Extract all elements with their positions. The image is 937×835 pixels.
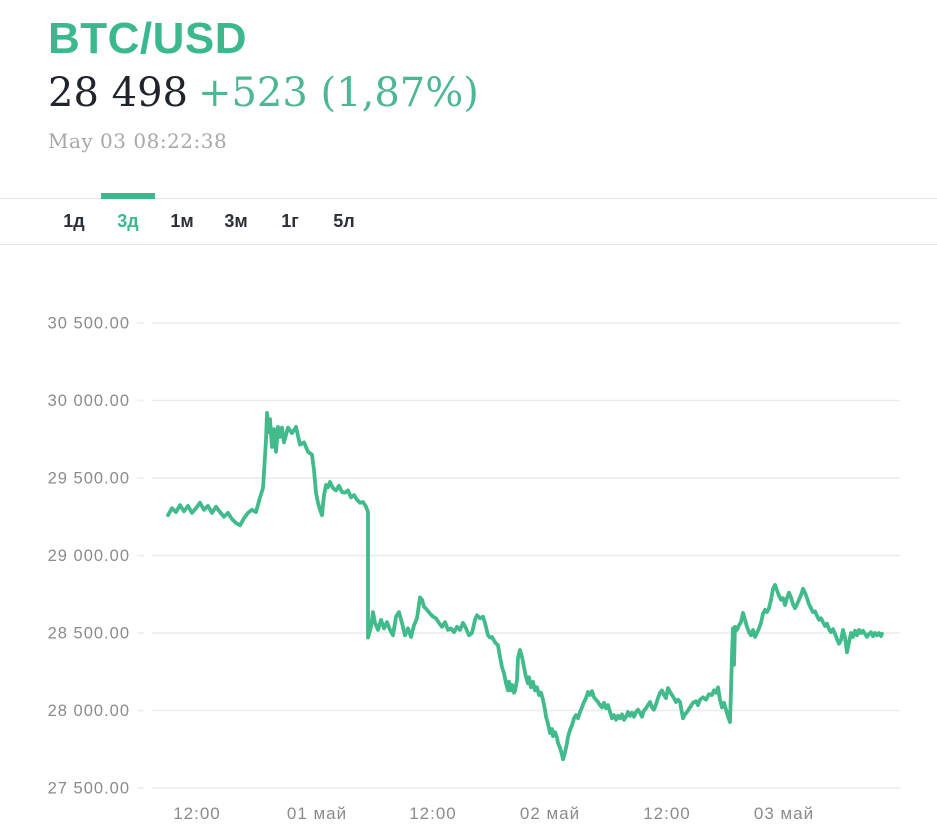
- x-axis-label: 02 май: [520, 804, 580, 823]
- y-axis-label: 28 500.00: [48, 625, 130, 643]
- price-chart[interactable]: 30 500.00 30 000.00 29 500.00 29 000.00 28 5…: [0, 290, 937, 835]
- period-tabs: 1д 3д 1м 3м 1г 5л: [0, 193, 937, 245]
- tab-3m[interactable]: 3м: [209, 199, 263, 244]
- quote-timestamp: May 03 08:22:38: [48, 128, 228, 153]
- y-axis-label: 27 500.00: [48, 780, 130, 798]
- y-axis-label: 30 000.00: [48, 392, 130, 410]
- price-change: +523 (1,87%): [197, 69, 479, 116]
- x-axis-label: 12:00: [409, 804, 457, 823]
- x-axis-label: 12:00: [173, 804, 221, 823]
- price-row: 28 498 +523 (1,87%): [48, 71, 479, 115]
- tab-1y[interactable]: 1г: [263, 199, 317, 244]
- pair-title: BTC/USD: [48, 14, 248, 63]
- y-axis-label: 30 500.00: [48, 315, 130, 333]
- quote-header: BTC/USD 28 498 +523 (1,87%) May 03 08:22:…: [48, 14, 479, 153]
- tab-1d[interactable]: 1д: [47, 199, 101, 244]
- last-price: 28 498: [48, 69, 188, 116]
- tab-5y[interactable]: 5л: [317, 199, 371, 244]
- tab-3d[interactable]: 3д: [101, 193, 155, 244]
- price-line-series: [166, 411, 884, 762]
- x-axis-label: 12:00: [643, 804, 691, 823]
- y-axis-label: 29 500.00: [48, 470, 130, 488]
- y-axis-label: 29 000.00: [48, 547, 130, 565]
- chart-canvas: 30 500.00 30 000.00 29 500.00 29 000.00 28 5…: [48, 315, 900, 823]
- y-axis-label: 28 000.00: [48, 702, 130, 720]
- x-axis-label: 01 май: [287, 804, 347, 823]
- tab-1m[interactable]: 1м: [155, 199, 209, 244]
- x-axis-label: 03 май: [754, 804, 814, 823]
